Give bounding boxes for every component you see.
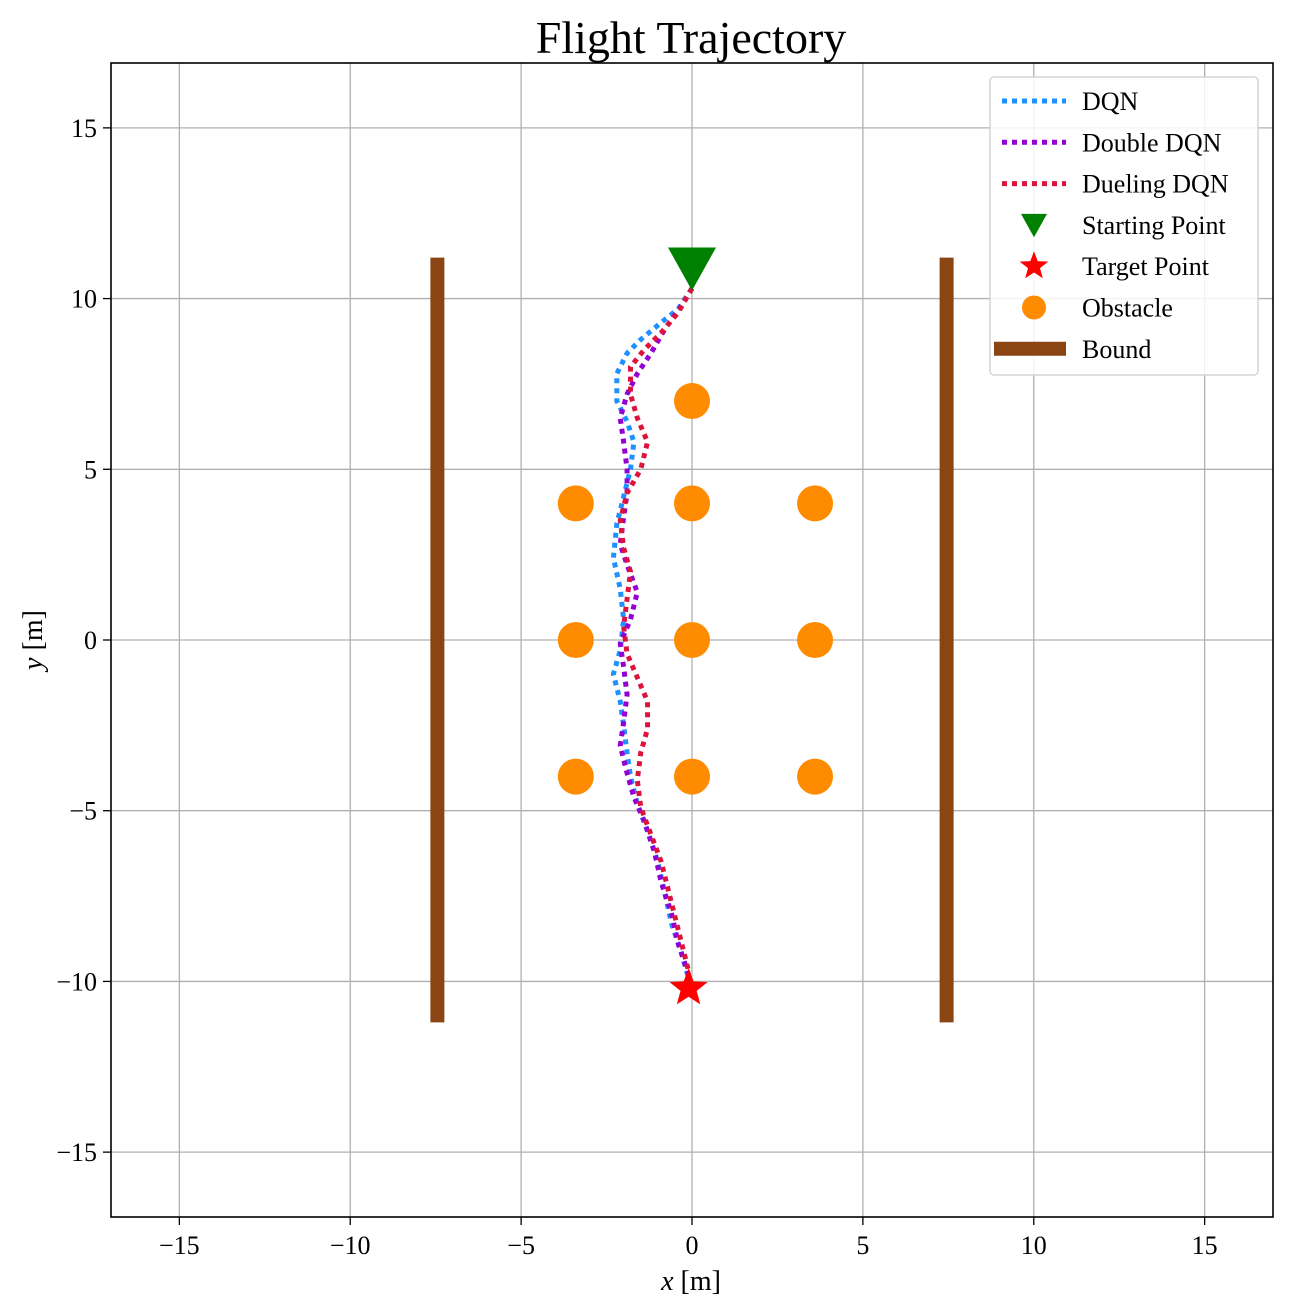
series-line-double-dqn: [617, 287, 695, 976]
y-tick-label: −15: [56, 1138, 97, 1167]
obstacle-marker: [674, 485, 710, 522]
legend-label-double-dqn: Double DQN: [1082, 128, 1222, 157]
y-axis-label: y [m]: [18, 610, 49, 673]
starting-point-marker: [668, 247, 716, 291]
legend-handle-obstacle: [1022, 295, 1046, 320]
legend-label-dqn: DQN: [1082, 87, 1139, 116]
obstacle-marker: [557, 622, 594, 658]
legend-label-bound: Bound: [1082, 335, 1151, 364]
legend-label-obstacle: Obstacle: [1082, 294, 1173, 323]
ticks-layer: −15 −10 −5 0 5 10 15 −15 −10 −5 0 5 10 15: [56, 114, 1217, 1260]
y-tick-label: 5: [84, 455, 97, 484]
legend-handle-starting-point: [1021, 213, 1047, 238]
y-tick-label: −10: [56, 967, 97, 996]
x-tick-label: −5: [507, 1231, 535, 1260]
obstacles-layer: [557, 383, 834, 795]
x-axis-var: x: [660, 1266, 674, 1297]
obstacle-marker: [797, 758, 834, 795]
x-tick-label: 5: [856, 1231, 869, 1260]
legend-label-dueling-dqn: Dueling DQN: [1082, 170, 1229, 199]
series-layer: [610, 286, 695, 979]
legend-label-target-point: Target Point: [1082, 252, 1210, 281]
x-tick-label: −10: [330, 1231, 371, 1260]
y-tick-label: 0: [84, 626, 97, 655]
legend-label-starting-point: Starting Point: [1082, 211, 1227, 240]
y-tick-label: 10: [71, 285, 97, 314]
y-axis-var: y: [18, 657, 49, 673]
obstacle-marker: [797, 622, 834, 658]
x-axis-unit: [m]: [674, 1266, 721, 1297]
legend: DQN Double DQN Dueling DQN Starting Point Ta…: [989, 76, 1259, 376]
obstacle-marker: [797, 485, 834, 522]
y-axis-unit: [m]: [18, 610, 49, 657]
obstacle-marker: [674, 758, 710, 795]
obstacle-marker: [674, 622, 710, 658]
obstacle-marker: [674, 383, 710, 420]
y-tick-label: 15: [71, 114, 97, 143]
x-tick-label: 15: [1192, 1231, 1218, 1260]
x-tick-label: 10: [1021, 1231, 1047, 1260]
series-line-dueling-dqn: [617, 287, 695, 972]
legend-handle-target-point: [1019, 251, 1049, 279]
chart-title: Flight Trajectory: [536, 12, 847, 63]
obstacle-marker: [557, 758, 594, 795]
bounds-layer: [430, 257, 954, 1023]
obstacle-marker: [557, 485, 594, 522]
markers-layer: [668, 247, 716, 1005]
x-tick-label: −15: [159, 1231, 200, 1260]
target-point-marker: [669, 968, 708, 1005]
x-tick-label: 0: [686, 1231, 699, 1260]
legend-box: [989, 76, 1259, 376]
y-tick-label: −5: [69, 797, 97, 826]
x-axis-label: x [m]: [660, 1266, 721, 1297]
